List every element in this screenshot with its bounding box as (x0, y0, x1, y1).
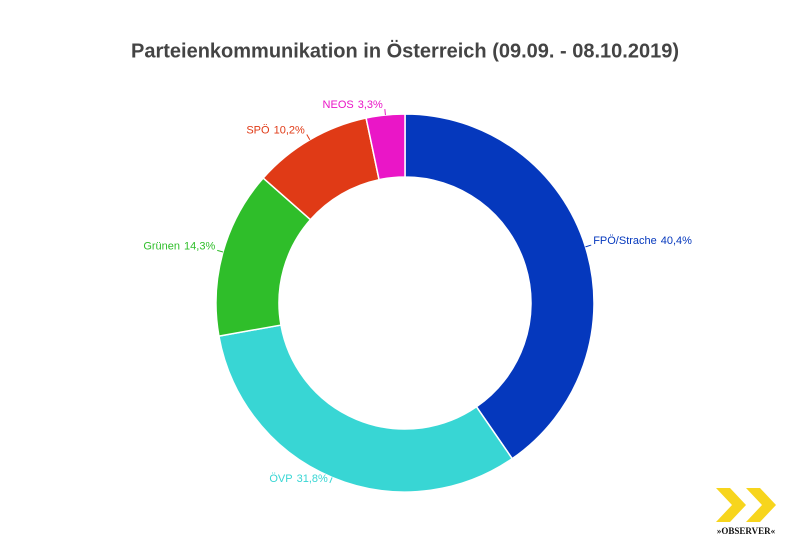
leader-line (384, 108, 386, 116)
leader-line (329, 477, 333, 484)
donut-slice (365, 113, 406, 181)
donut-slice (404, 113, 595, 460)
leader-line (217, 249, 224, 253)
logo-chevron (716, 488, 746, 522)
data-label: FPÖ/Strache 40,4% (593, 235, 692, 247)
label-value: 10,2% (274, 124, 305, 136)
data-label: Grünen 14,3% (143, 240, 215, 252)
label-value: 40,4% (661, 235, 692, 247)
label-name: Grünen (143, 240, 180, 252)
label-name: SPÖ (246, 124, 270, 136)
label-name: ÖVP (269, 473, 292, 485)
data-label: ÖVP 31,8% (269, 473, 328, 485)
data-label: SPÖ 10,2% (246, 124, 305, 136)
donut-slice (218, 324, 514, 493)
leader-line (585, 244, 592, 248)
chart-title: Parteienkommunikation in Österreich (09.… (131, 39, 679, 62)
label-name: NEOS (323, 99, 354, 111)
logo-chevron (746, 488, 776, 522)
label-value: 14,3% (184, 240, 215, 252)
data-label: NEOS 3,3% (323, 99, 383, 111)
leader-line (306, 134, 311, 140)
label-value: 3,3% (358, 99, 383, 111)
label-name: FPÖ/Strache (593, 235, 657, 247)
logo-text: »OBSERVER« (717, 526, 776, 536)
logo: »OBSERVER« (716, 488, 776, 536)
label-value: 31,8% (297, 473, 328, 485)
